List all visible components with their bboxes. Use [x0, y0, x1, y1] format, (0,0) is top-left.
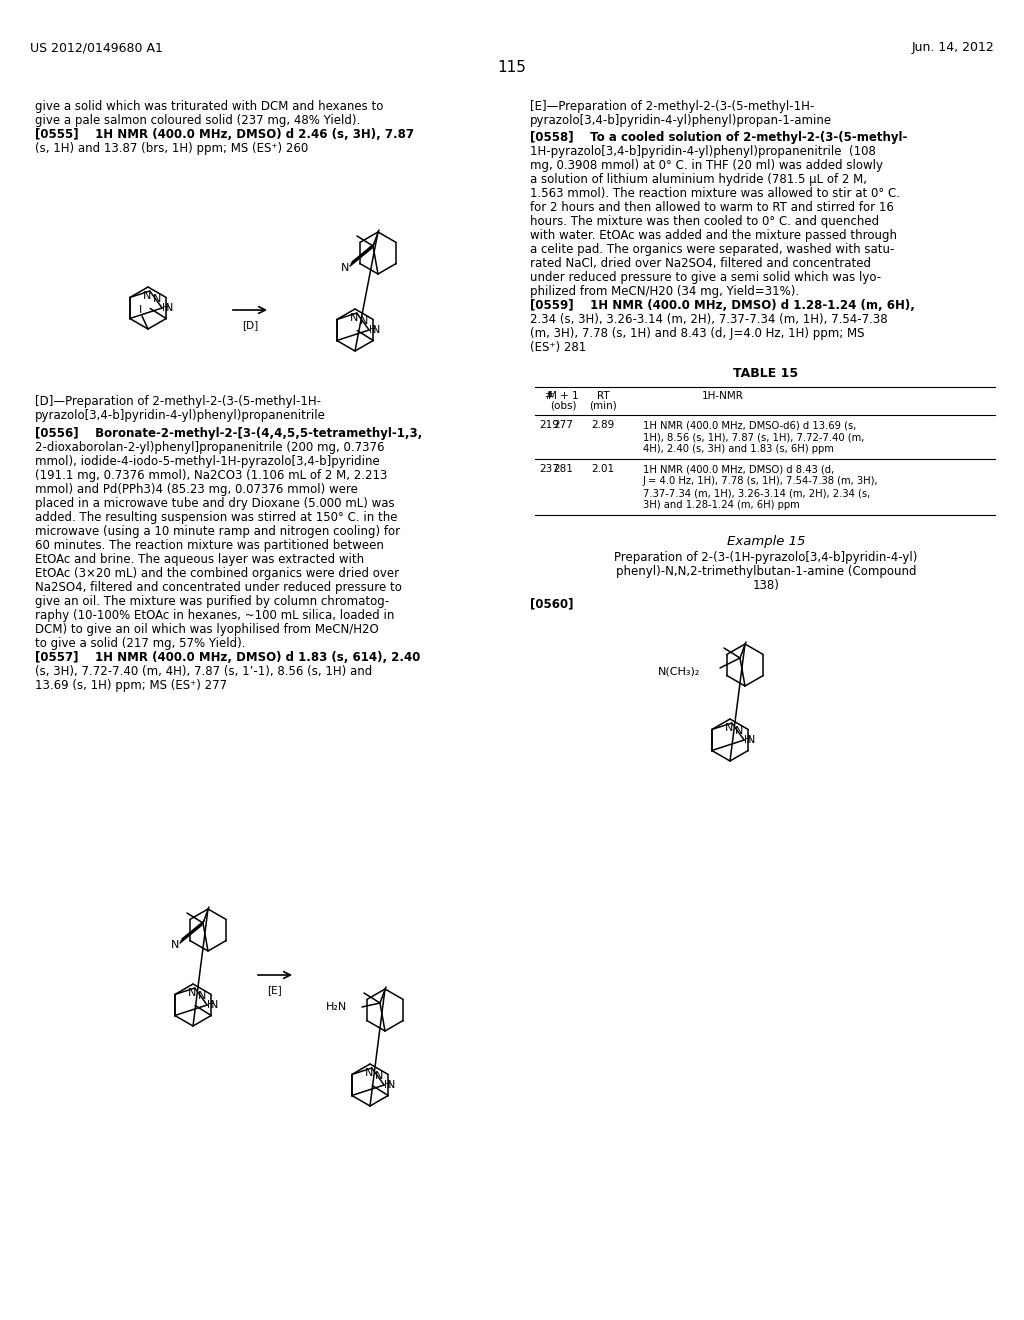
Text: N: N	[165, 304, 173, 313]
Text: H: H	[743, 735, 752, 744]
Text: (s, 1H) and 13.87 (brs, 1H) ppm; MS (ES⁺) 260: (s, 1H) and 13.87 (brs, 1H) ppm; MS (ES⁺…	[35, 143, 308, 154]
Text: N: N	[725, 723, 733, 733]
Text: N: N	[350, 313, 358, 323]
Text: phenyl)-N,N,2-trimethylbutan-1-amine (Compound: phenyl)-N,N,2-trimethylbutan-1-amine (Co…	[615, 565, 916, 578]
Text: [0559]    1H NMR (400.0 MHz, DMSO) d 1.28-1.24 (m, 6H),: [0559] 1H NMR (400.0 MHz, DMSO) d 1.28-1…	[530, 300, 914, 312]
Text: N: N	[341, 263, 349, 273]
Text: RT: RT	[597, 391, 609, 401]
Text: N: N	[735, 726, 743, 737]
Text: [0556]    Boronate-2-methyl-2-[3-(4,4,5,5-tetramethyl-1,3,: [0556] Boronate-2-methyl-2-[3-(4,4,5,5-t…	[35, 426, 422, 440]
Text: (obs): (obs)	[550, 401, 577, 411]
Text: N: N	[365, 1068, 373, 1078]
Text: H: H	[207, 1001, 214, 1010]
Text: Preparation of 2-(3-(1H-pyrazolo[3,4-b]pyridin-4-yl): Preparation of 2-(3-(1H-pyrazolo[3,4-b]p…	[614, 550, 918, 564]
Text: N: N	[375, 1071, 383, 1081]
Text: N: N	[748, 735, 756, 744]
Text: EtOAc (3×20 mL) and the combined organics were dried over: EtOAc (3×20 mL) and the combined organic…	[35, 568, 399, 579]
Text: 13.69 (s, 1H) ppm; MS (ES⁺) 277: 13.69 (s, 1H) ppm; MS (ES⁺) 277	[35, 678, 227, 692]
Text: Example 15: Example 15	[727, 535, 805, 548]
Text: J = 4.0 Hz, 1H), 7.78 (s, 1H), 7.54-7.38 (m, 3H),: J = 4.0 Hz, 1H), 7.78 (s, 1H), 7.54-7.38…	[643, 477, 879, 486]
Text: 60 minutes. The reaction mixture was partitioned between: 60 minutes. The reaction mixture was par…	[35, 539, 384, 552]
Text: N: N	[187, 987, 197, 998]
Text: 277: 277	[553, 420, 573, 430]
Text: [0557]    1H NMR (400.0 MHz, DMSO) d 1.83 (s, 614), 2.40: [0557] 1H NMR (400.0 MHz, DMSO) d 1.83 (…	[35, 651, 421, 664]
Text: N: N	[171, 940, 179, 950]
Text: N: N	[142, 290, 152, 301]
Text: 219: 219	[539, 420, 559, 430]
Text: raphy (10-100% EtOAc in hexanes, ~100 mL silica, loaded in: raphy (10-100% EtOAc in hexanes, ~100 mL…	[35, 609, 394, 622]
Text: N: N	[372, 325, 381, 335]
Text: a solution of lithium aluminium hydride (781.5 μL of 2 M,: a solution of lithium aluminium hydride …	[530, 173, 867, 186]
Text: give an oil. The mixture was purified by column chromatog-: give an oil. The mixture was purified by…	[35, 595, 389, 609]
Text: N: N	[198, 991, 206, 1001]
Text: (m, 3H), 7.78 (s, 1H) and 8.43 (d, J=4.0 Hz, 1H) ppm; MS: (m, 3H), 7.78 (s, 1H) and 8.43 (d, J=4.0…	[530, 327, 864, 341]
Text: 4H), 2.40 (s, 3H) and 1.83 (s, 6H) ppm: 4H), 2.40 (s, 3H) and 1.83 (s, 6H) ppm	[643, 444, 834, 454]
Text: 1H NMR (400.0 MHz, DMSO) d 8.43 (d,: 1H NMR (400.0 MHz, DMSO) d 8.43 (d,	[643, 465, 835, 474]
Text: mmol), iodide-4-iodo-5-methyl-1H-pyrazolo[3,4-b]pyridine: mmol), iodide-4-iodo-5-methyl-1H-pyrazol…	[35, 455, 380, 469]
Text: 115: 115	[498, 61, 526, 75]
Text: pyrazolo[3,4-b]pyridin-4-yl)phenyl)propan-1-amine: pyrazolo[3,4-b]pyridin-4-yl)phenyl)propa…	[530, 114, 833, 127]
Text: N: N	[359, 315, 369, 326]
Text: 2-dioxaborolan-2-yl)phenyl]propanenitrile (200 mg, 0.7376: 2-dioxaborolan-2-yl)phenyl]propanenitril…	[35, 441, 384, 454]
Text: [D]—Preparation of 2-methyl-2-(3-(5-methyl-1H-: [D]—Preparation of 2-methyl-2-(3-(5-meth…	[35, 395, 321, 408]
Text: DCM) to give an oil which was lyophilised from MeCN/H2O: DCM) to give an oil which was lyophilise…	[35, 623, 379, 636]
Text: philized from MeCN/H20 (34 mg, Yield=31%).: philized from MeCN/H20 (34 mg, Yield=31%…	[530, 285, 799, 298]
Text: give a solid which was triturated with DCM and hexanes to: give a solid which was triturated with D…	[35, 100, 383, 114]
Text: for 2 hours and then allowed to warm to RT and stirred for 16: for 2 hours and then allowed to warm to …	[530, 201, 894, 214]
Text: a celite pad. The organics were separated, washed with satu-: a celite pad. The organics were separate…	[530, 243, 894, 256]
Text: 2.34 (s, 3H), 3.26-3.14 (m, 2H), 7.37-7.34 (m, 1H), 7.54-7.38: 2.34 (s, 3H), 3.26-3.14 (m, 2H), 7.37-7.…	[530, 313, 888, 326]
Text: 2.01: 2.01	[592, 465, 614, 474]
Text: 2.89: 2.89	[592, 420, 614, 430]
Text: [0558]    To a cooled solution of 2-methyl-2-(3-(5-methyl-: [0558] To a cooled solution of 2-methyl-…	[530, 131, 907, 144]
Text: 237: 237	[539, 465, 559, 474]
Text: 1H-NMR: 1H-NMR	[702, 391, 744, 401]
Text: Jun. 14, 2012: Jun. 14, 2012	[911, 41, 994, 54]
Text: N: N	[210, 1001, 218, 1010]
Text: H: H	[384, 1080, 391, 1090]
Text: 3H) and 1.28-1.24 (m, 6H) ppm: 3H) and 1.28-1.24 (m, 6H) ppm	[643, 500, 800, 510]
Text: N: N	[153, 294, 161, 304]
Text: (s, 3H), 7.72-7.40 (m, 4H), 7.87 (s, 1’-1), 8.56 (s, 1H) and: (s, 3H), 7.72-7.40 (m, 4H), 7.87 (s, 1’-…	[35, 665, 373, 678]
Text: hours. The mixture was then cooled to 0° C. and quenched: hours. The mixture was then cooled to 0°…	[530, 215, 880, 228]
Text: 281: 281	[553, 465, 573, 474]
Text: (ES⁺) 281: (ES⁺) 281	[530, 341, 587, 354]
Text: H₂N: H₂N	[326, 1002, 347, 1012]
Text: (min): (min)	[589, 401, 616, 411]
Text: added. The resulting suspension was stirred at 150° C. in the: added. The resulting suspension was stir…	[35, 511, 397, 524]
Text: give a pale salmon coloured solid (237 mg, 48% Yield).: give a pale salmon coloured solid (237 m…	[35, 114, 360, 127]
Text: [0560]: [0560]	[530, 597, 573, 610]
Text: (191.1 mg, 0.7376 mmol), Na2CO3 (1.106 mL of 2 M, 2.213: (191.1 mg, 0.7376 mmol), Na2CO3 (1.106 m…	[35, 469, 387, 482]
Text: N(CH₃)₂: N(CH₃)₂	[657, 667, 700, 676]
Text: 7.37-7.34 (m, 1H), 3.26-3.14 (m, 2H), 2.34 (s,: 7.37-7.34 (m, 1H), 3.26-3.14 (m, 2H), 2.…	[643, 488, 870, 498]
Text: pyrazolo[3,4-b]pyridin-4-yl)phenyl)propanenitrile: pyrazolo[3,4-b]pyridin-4-yl)phenyl)propa…	[35, 409, 326, 422]
Text: 138): 138)	[753, 579, 779, 591]
Text: [E]—Preparation of 2-methyl-2-(3-(5-methyl-1H-: [E]—Preparation of 2-methyl-2-(3-(5-meth…	[530, 100, 814, 114]
Text: microwave (using a 10 minute ramp and nitrogen cooling) for: microwave (using a 10 minute ramp and ni…	[35, 525, 400, 539]
Text: [E]: [E]	[267, 985, 283, 995]
Text: placed in a microwave tube and dry Dioxane (5.000 mL) was: placed in a microwave tube and dry Dioxa…	[35, 498, 394, 510]
Text: N: N	[387, 1080, 395, 1090]
Text: to give a solid (217 mg, 57% Yield).: to give a solid (217 mg, 57% Yield).	[35, 638, 246, 649]
Text: EtOAc and brine. The aqueous layer was extracted with: EtOAc and brine. The aqueous layer was e…	[35, 553, 365, 566]
Text: H: H	[162, 304, 169, 313]
Text: with water. EtOAc was added and the mixture passed through: with water. EtOAc was added and the mixt…	[530, 228, 897, 242]
Text: TABLE 15: TABLE 15	[733, 367, 799, 380]
Text: Na2SO4, filtered and concentrated under reduced pressure to: Na2SO4, filtered and concentrated under …	[35, 581, 401, 594]
Text: H: H	[369, 325, 376, 335]
Text: under reduced pressure to give a semi solid which was lyo-: under reduced pressure to give a semi so…	[530, 271, 881, 284]
Text: mg, 0.3908 mmol) at 0° C. in THF (20 ml) was added slowly: mg, 0.3908 mmol) at 0° C. in THF (20 ml)…	[530, 158, 883, 172]
Text: 1H), 8.56 (s, 1H), 7.87 (s, 1H), 7.72-7.40 (m,: 1H), 8.56 (s, 1H), 7.87 (s, 1H), 7.72-7.…	[643, 432, 864, 442]
Text: rated NaCl, dried over Na2SO4, filtered and concentrated: rated NaCl, dried over Na2SO4, filtered …	[530, 257, 871, 271]
Text: #: #	[545, 391, 553, 401]
Text: US 2012/0149680 A1: US 2012/0149680 A1	[30, 41, 163, 54]
Text: M + 1: M + 1	[548, 391, 579, 401]
Text: 1H-pyrazolo[3,4-b]pyridin-4-yl)phenyl)propanenitrile  (108: 1H-pyrazolo[3,4-b]pyridin-4-yl)phenyl)pr…	[530, 145, 876, 158]
Text: [D]: [D]	[242, 319, 258, 330]
Text: 1H NMR (400.0 MHz, DMSO-d6) d 13.69 (s,: 1H NMR (400.0 MHz, DMSO-d6) d 13.69 (s,	[643, 420, 856, 430]
Text: 1.563 mmol). The reaction mixture was allowed to stir at 0° C.: 1.563 mmol). The reaction mixture was al…	[530, 187, 900, 201]
Text: [0555]    1H NMR (400.0 MHz, DMSO) d 2.46 (s, 3H), 7.87: [0555] 1H NMR (400.0 MHz, DMSO) d 2.46 (…	[35, 128, 414, 141]
Text: I: I	[139, 305, 142, 315]
Text: mmol) and Pd(PPh3)4 (85.23 mg, 0.07376 mmol) were: mmol) and Pd(PPh3)4 (85.23 mg, 0.07376 m…	[35, 483, 357, 496]
